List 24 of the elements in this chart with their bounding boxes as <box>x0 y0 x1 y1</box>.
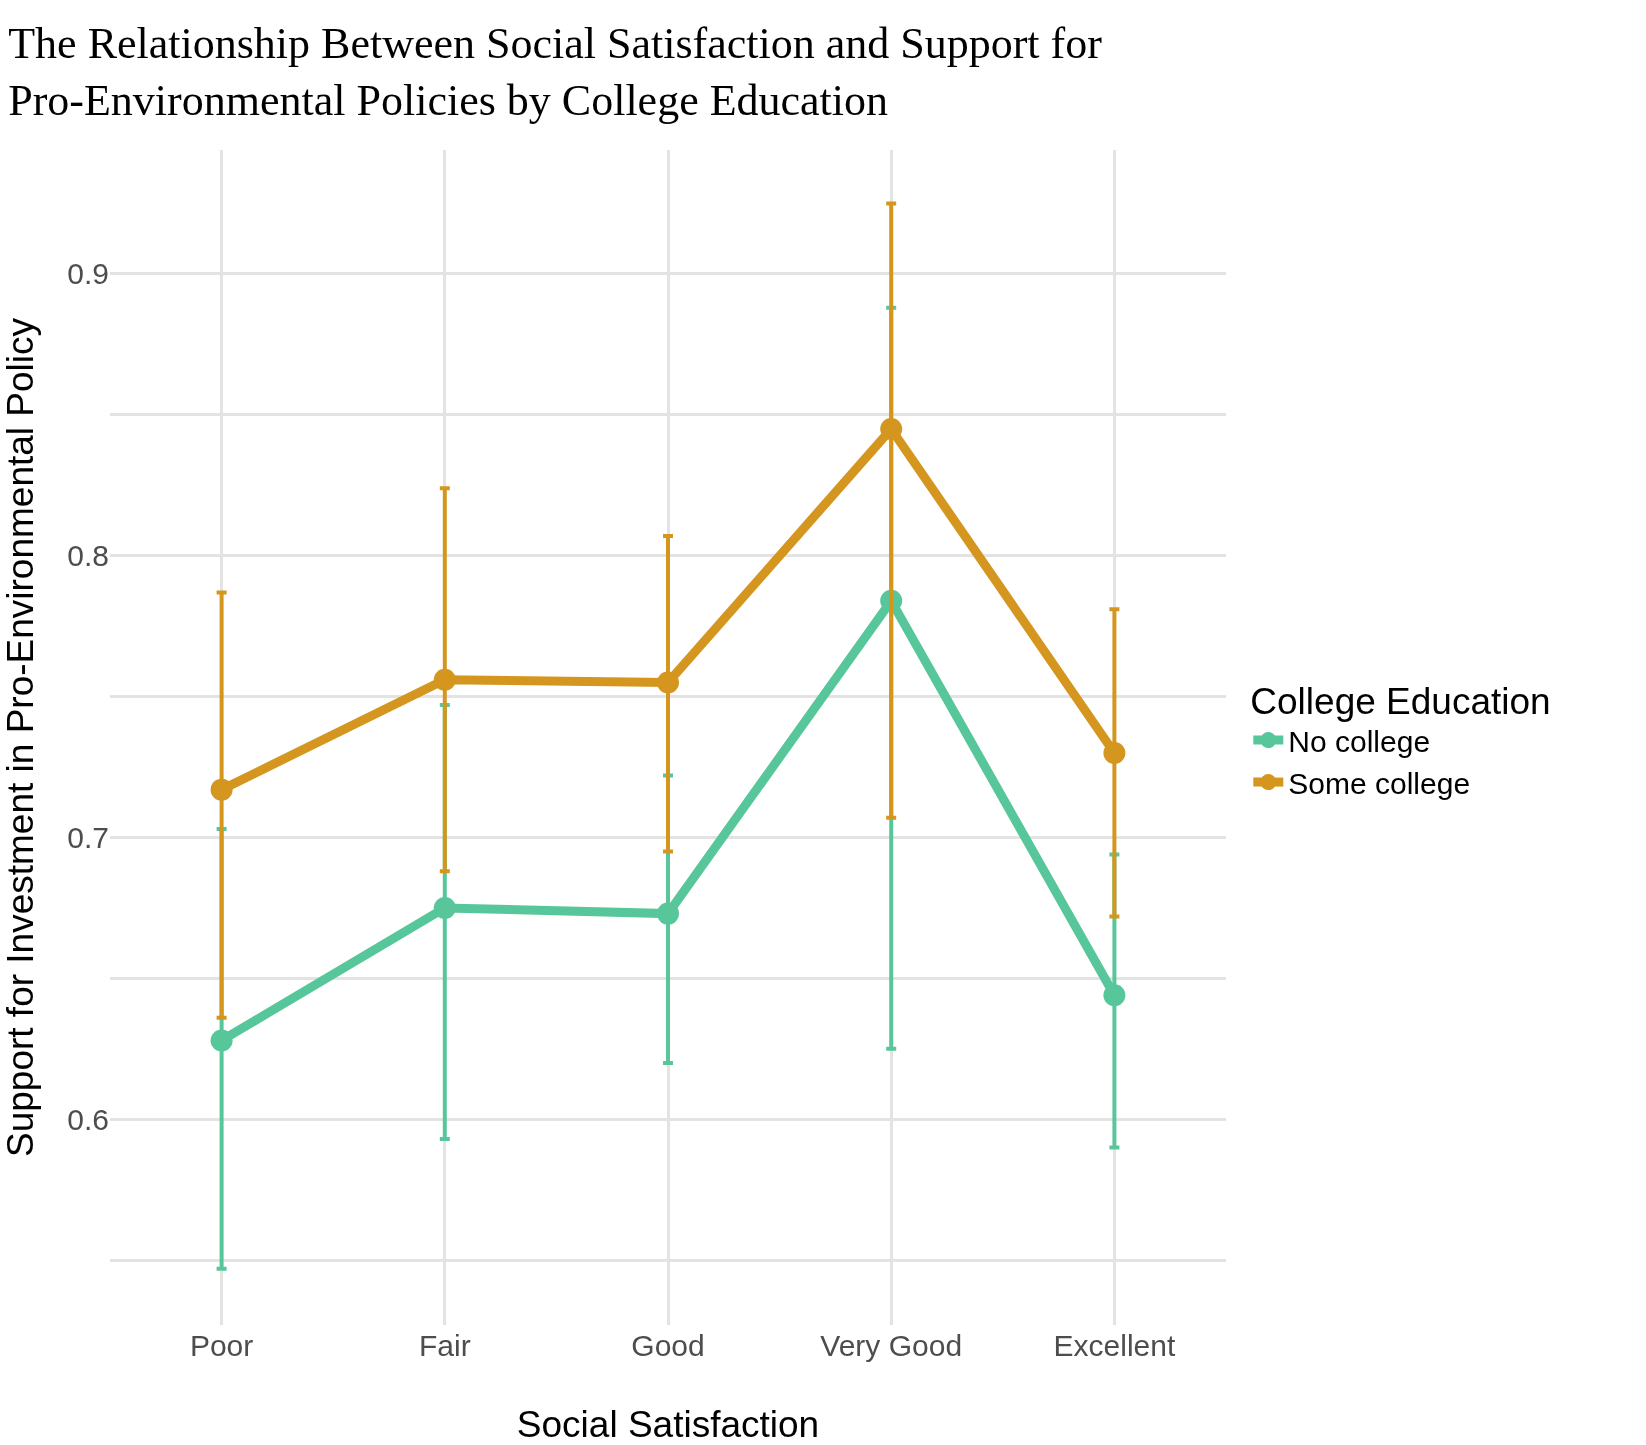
y-tick-label: 0.8 <box>67 539 109 573</box>
point <box>657 902 679 925</box>
legend-title: College Education <box>1250 681 1551 723</box>
x-tick-label: Good <box>631 1329 705 1362</box>
point <box>433 896 456 919</box>
x-tick-label: Very Good <box>820 1329 963 1362</box>
x-axis-title: Social Satisfaction <box>516 1404 820 1445</box>
point <box>657 671 679 694</box>
legend-label: Some college <box>1288 766 1471 800</box>
point <box>210 778 233 801</box>
point <box>210 1029 233 1052</box>
chart-title: The Relationship Between Social Satisfaction and Support for Pro-Environmental Policies by College Education <box>8 18 1103 125</box>
x-tick-label: Fair <box>418 1329 471 1362</box>
point <box>1103 742 1126 764</box>
x-tick-label: Poor <box>189 1329 254 1362</box>
y-tick-label: 0.6 <box>67 1102 109 1136</box>
x-tick-label: Excellent <box>1053 1329 1176 1362</box>
y-tick-label: 0.7 <box>67 821 109 855</box>
point <box>880 417 903 440</box>
point <box>433 668 456 691</box>
y-axis-title: Support for Investment in Pro-Environmental Policy <box>0 317 41 1158</box>
y-tick-label: 0.9 <box>67 257 109 291</box>
legend-label: No college <box>1288 724 1431 758</box>
point <box>1103 984 1126 1007</box>
